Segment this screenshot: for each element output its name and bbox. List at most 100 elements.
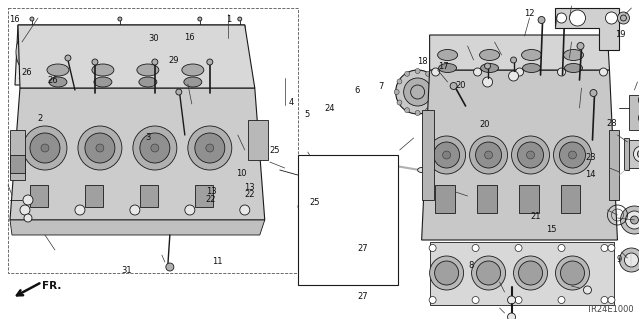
Circle shape [337, 228, 342, 234]
Circle shape [557, 13, 566, 23]
Ellipse shape [20, 40, 36, 64]
Circle shape [558, 296, 565, 303]
Ellipse shape [188, 33, 212, 71]
Bar [561, 185, 580, 213]
Circle shape [618, 12, 630, 24]
Text: 27: 27 [358, 244, 369, 253]
Circle shape [570, 10, 586, 26]
Ellipse shape [352, 199, 364, 205]
Polygon shape [429, 242, 614, 305]
Ellipse shape [354, 204, 362, 208]
Ellipse shape [47, 64, 69, 76]
Circle shape [470, 136, 508, 174]
Text: 24: 24 [324, 104, 335, 113]
Circle shape [185, 205, 195, 215]
Text: 12: 12 [524, 9, 534, 18]
Polygon shape [18, 25, 255, 88]
Circle shape [75, 205, 85, 215]
Circle shape [639, 112, 640, 124]
Circle shape [605, 12, 618, 24]
Bar [140, 185, 158, 207]
Circle shape [23, 195, 33, 205]
Circle shape [429, 296, 436, 303]
Text: 6: 6 [354, 86, 360, 95]
Circle shape [433, 79, 438, 84]
Ellipse shape [16, 33, 40, 71]
Circle shape [625, 253, 639, 267]
Bar [30, 185, 48, 207]
Text: 4: 4 [289, 98, 294, 107]
Circle shape [443, 151, 451, 159]
Circle shape [518, 261, 543, 285]
Circle shape [436, 90, 441, 94]
Circle shape [625, 211, 640, 229]
Circle shape [511, 136, 550, 174]
Text: 11: 11 [212, 257, 223, 266]
Ellipse shape [216, 33, 240, 71]
Circle shape [620, 15, 627, 21]
Circle shape [426, 108, 431, 113]
Text: 9: 9 [616, 255, 621, 263]
Circle shape [117, 25, 123, 31]
Circle shape [78, 126, 122, 170]
Circle shape [397, 79, 402, 84]
Ellipse shape [563, 49, 584, 61]
Circle shape [206, 144, 214, 152]
Bar [422, 110, 434, 200]
Circle shape [568, 151, 577, 159]
Circle shape [577, 42, 584, 49]
Circle shape [118, 17, 122, 21]
Ellipse shape [158, 40, 174, 64]
Circle shape [518, 142, 543, 168]
Circle shape [188, 126, 232, 170]
Text: 23: 23 [586, 153, 596, 162]
Circle shape [426, 71, 431, 76]
Circle shape [601, 244, 608, 251]
Circle shape [24, 214, 32, 222]
Ellipse shape [315, 228, 365, 268]
Circle shape [20, 205, 30, 215]
Circle shape [140, 133, 170, 163]
Circle shape [538, 17, 545, 24]
Ellipse shape [120, 33, 144, 71]
Circle shape [238, 17, 242, 21]
Circle shape [601, 296, 608, 303]
Circle shape [96, 144, 104, 152]
Circle shape [315, 245, 321, 251]
Polygon shape [10, 88, 265, 220]
Circle shape [195, 133, 225, 163]
Ellipse shape [94, 77, 112, 87]
Circle shape [29, 25, 35, 31]
Circle shape [634, 146, 640, 162]
Circle shape [558, 244, 565, 251]
Text: 20: 20 [479, 120, 490, 129]
Circle shape [639, 94, 640, 106]
Ellipse shape [154, 33, 178, 71]
Circle shape [396, 70, 440, 114]
Ellipse shape [418, 167, 426, 173]
Bar [518, 185, 538, 213]
Text: 14: 14 [586, 170, 596, 179]
Circle shape [433, 118, 447, 132]
Ellipse shape [139, 77, 157, 87]
Ellipse shape [314, 199, 326, 205]
Circle shape [474, 68, 481, 76]
Ellipse shape [331, 241, 349, 255]
Bar [10, 130, 25, 180]
Ellipse shape [481, 63, 499, 72]
Polygon shape [554, 8, 620, 50]
Text: 3: 3 [146, 133, 151, 142]
Bar [10, 155, 25, 173]
Circle shape [435, 261, 459, 285]
Circle shape [608, 296, 615, 303]
Circle shape [557, 68, 566, 76]
Bar [625, 138, 630, 170]
Ellipse shape [192, 40, 208, 64]
Ellipse shape [84, 33, 108, 71]
Circle shape [608, 244, 615, 251]
Text: 13: 13 [205, 187, 216, 196]
Circle shape [429, 256, 463, 290]
Circle shape [584, 286, 591, 294]
Ellipse shape [137, 64, 159, 76]
Ellipse shape [88, 40, 104, 64]
